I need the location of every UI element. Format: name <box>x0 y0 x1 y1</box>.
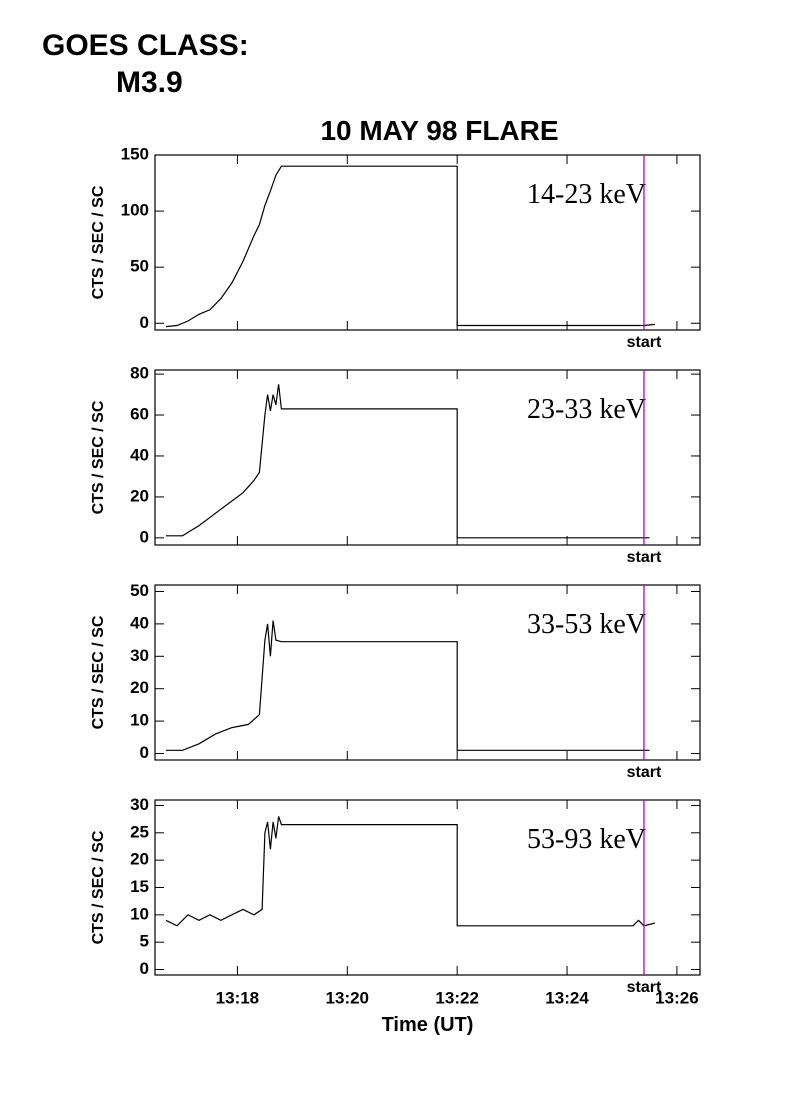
start-label: start <box>627 764 662 781</box>
y-tick-label: 10 <box>130 904 149 923</box>
y-tick-label: 0 <box>140 743 149 762</box>
y-tick-label: 0 <box>140 527 149 546</box>
plot-frame <box>154 154 701 331</box>
y-tick-label: 20 <box>130 678 149 697</box>
y-tick-label: 40 <box>130 613 149 632</box>
y-tick-label: 10 <box>130 711 149 730</box>
y-tick-label: 80 <box>130 364 149 383</box>
x-tick-label: 13:26 <box>655 988 698 1007</box>
y-tick-label: 30 <box>130 795 149 814</box>
data-line <box>165 165 655 328</box>
y-tick-label: 150 <box>121 144 149 163</box>
data-line <box>165 816 656 927</box>
plot-frame <box>154 369 701 546</box>
goes-class: M3.9 <box>116 66 183 99</box>
y-tick-label: 100 <box>121 201 149 220</box>
x-tick-label: 13:20 <box>326 988 369 1007</box>
plot-frame <box>154 584 701 761</box>
y-tick-label: 0 <box>140 313 149 332</box>
y-tick-label: 5 <box>140 932 149 951</box>
y-tick-label: 40 <box>130 445 149 464</box>
y-tick-label: 15 <box>130 877 149 896</box>
x-tick-label: 13:24 <box>545 988 589 1007</box>
chart-title: 10 MAY 98 FLARE <box>320 115 558 146</box>
y-tick-label: 20 <box>130 850 149 869</box>
x-axis-label: Time (UT) <box>382 1014 474 1036</box>
goes-label: GOES CLASS: <box>42 29 249 62</box>
y-axis-label: CTS / SEC / SC <box>90 830 107 944</box>
y-tick-label: 30 <box>130 646 149 665</box>
data-line <box>166 620 650 751</box>
y-tick-label: 50 <box>130 581 149 600</box>
y-tick-label: 60 <box>130 405 149 424</box>
x-tick-label: 13:22 <box>435 988 478 1007</box>
y-tick-label: 20 <box>130 486 149 505</box>
y-axis-label: CTS / SEC / SC <box>90 400 107 514</box>
x-tick-label: 13:18 <box>216 988 259 1007</box>
energy-label: 23-33 keV <box>527 394 646 425</box>
start-label: start <box>627 334 662 351</box>
start-label: start <box>627 979 662 996</box>
data-line <box>166 384 650 539</box>
energy-label: 53-93 keV <box>527 824 646 855</box>
y-tick-label: 50 <box>130 257 149 276</box>
energy-label: 33-53 keV <box>527 609 646 640</box>
y-tick-label: 25 <box>130 822 149 841</box>
energy-label: 14-23 keV <box>527 179 646 210</box>
y-axis-label: CTS / SEC / SC <box>90 185 107 299</box>
y-axis-label: CTS / SEC / SC <box>90 615 107 729</box>
y-tick-label: 0 <box>140 959 149 978</box>
start-label: start <box>627 549 662 566</box>
